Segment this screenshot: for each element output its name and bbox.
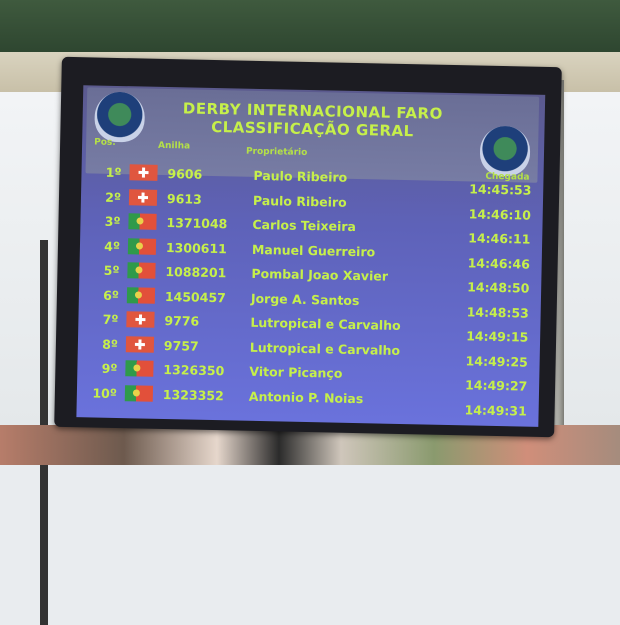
position: 5º (103, 262, 120, 279)
ring-number: 1088201 (165, 264, 227, 281)
owner: Jorge A. Santos (250, 290, 360, 308)
ring-number: 1323352 (162, 386, 224, 403)
ring-number: 9776 (164, 313, 200, 329)
position: 3º (104, 213, 121, 230)
position: 8º (102, 336, 119, 352)
owner: Paulo Ribeiro (252, 192, 347, 210)
portugal-flag-icon (126, 286, 156, 304)
owner: Antonio P. Noias (248, 388, 364, 406)
ring-number: 9613 (166, 190, 202, 207)
position: 9º (101, 360, 118, 377)
display-screen: DERBY INTERNACIONAL FARO CLASSIFICAÇÃO G… (54, 56, 562, 438)
ring-number: 1300611 (165, 239, 228, 256)
portugal-flag-icon (127, 262, 156, 279)
col-ring: Anilha (157, 140, 191, 152)
owner: Manuel Guerreiro (251, 241, 376, 259)
position: 6º (103, 287, 120, 303)
owner: Lutropical e Carvalho (250, 314, 401, 333)
col-owner: Proprietário (245, 146, 308, 158)
position: 4º (104, 238, 121, 254)
ring-number: 1371048 (166, 215, 228, 232)
arrival-time: 14:49:31 (464, 401, 527, 419)
tarp-canopy (0, 0, 620, 52)
owner: Vitor Picanço (249, 363, 343, 381)
position: 10º (92, 385, 118, 401)
owner: Carlos Teixeira (252, 216, 357, 234)
portugal-flag-icon (125, 360, 154, 377)
ring-number: 1450457 (164, 288, 226, 305)
switzerland-flag-icon (125, 335, 155, 353)
ring-number: 1326350 (163, 362, 225, 379)
owner: Lutropical e Carvalho (249, 339, 401, 358)
ring-number: 9606 (167, 166, 203, 182)
col-pos: Pos. (94, 137, 116, 148)
switzerland-flag-icon (128, 188, 158, 206)
portugal-flag-icon (128, 213, 157, 230)
position: 1º (105, 164, 122, 181)
switzerland-flag-icon (126, 311, 155, 328)
portugal-flag-icon (124, 384, 154, 402)
owner: Pombal Joao Xavier (251, 265, 389, 284)
position: 2º (105, 189, 122, 205)
results-board: DERBY INTERNACIONAL FARO CLASSIFICAÇÃO G… (76, 85, 546, 427)
position: 7º (102, 311, 119, 328)
owner: Paulo Ribeiro (253, 167, 348, 185)
portugal-flag-icon (127, 237, 157, 255)
ring-number: 9757 (163, 337, 199, 354)
switzerland-flag-icon (129, 164, 158, 181)
